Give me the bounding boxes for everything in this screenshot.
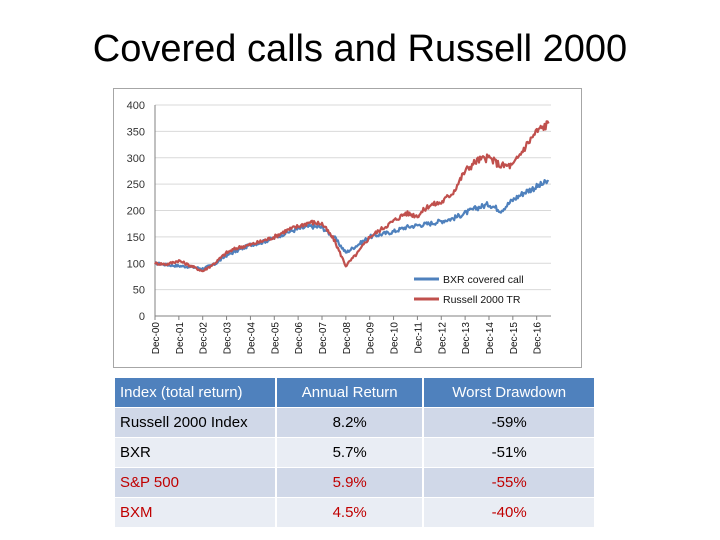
- legend: BXR covered call Russell 2000 TR: [414, 274, 524, 306]
- row-annual-return: 8.2%: [276, 407, 425, 438]
- y-axis-ticks: 0 50 100 150 200 250 300 350 400: [127, 100, 145, 323]
- x-tick-label: Dec-13: [461, 322, 472, 355]
- x-tick-label: Dec-09: [366, 322, 377, 355]
- y-tick-label: 350: [127, 126, 145, 138]
- series-lines: [154, 120, 550, 273]
- series-line-bxr: [154, 178, 550, 271]
- header-annual-return: Annual Return: [276, 378, 425, 408]
- y-tick-label: 50: [133, 285, 145, 297]
- y-tick-label: 250: [127, 179, 145, 191]
- row-index-name: BXM: [115, 497, 277, 527]
- y-tick-label: 400: [127, 100, 145, 112]
- x-tick-label: Dec-03: [223, 322, 234, 355]
- x-tick-label: Dec-00: [151, 322, 162, 355]
- chart-panel: 0 50 100 150 200 250 300 350 400 Dec-00 Dec-01 Dec…: [113, 88, 582, 368]
- x-tick-label: Dec-15: [509, 322, 520, 355]
- x-tick-label: Dec-16: [533, 322, 544, 355]
- x-tick-label: Dec-01: [175, 322, 186, 355]
- row-worst-drawdown: -40%: [423, 497, 594, 527]
- y-tick-label: 0: [139, 311, 145, 323]
- x-tick-label: Dec-08: [342, 322, 353, 355]
- x-tick-label: Dec-04: [246, 322, 257, 355]
- table-row: Russell 2000 Index 8.2% -59%: [115, 407, 594, 438]
- x-axis-ticks: Dec-00 Dec-01 Dec-02 Dec-03 Dec-04 Dec-05 Dec-…: [151, 316, 544, 354]
- x-tick-label: Dec-05: [270, 322, 281, 355]
- table-header-row: Index (total return) Annual Return Worst…: [115, 378, 594, 408]
- legend-label: BXR covered call: [443, 274, 524, 286]
- x-tick-label: Dec-02: [199, 322, 210, 355]
- table-row: S&P 500 5.9% -55%: [115, 467, 594, 498]
- legend-label: Russell 2000 TR: [443, 294, 521, 306]
- row-index-name: BXR: [115, 437, 277, 468]
- table-row: BXM 4.5% -40%: [115, 497, 594, 527]
- y-tick-label: 150: [127, 232, 145, 244]
- x-tick-label: Dec-14: [485, 322, 496, 355]
- x-tick-label: Dec-12: [437, 322, 448, 355]
- row-index-name: S&P 500: [115, 467, 277, 498]
- row-index-name: Russell 2000 Index: [115, 407, 277, 438]
- grid-lines: [154, 104, 551, 317]
- slide-title: Covered calls and Russell 2000: [92, 28, 628, 70]
- series-line-russell-2000: [154, 120, 550, 273]
- header-index: Index (total return): [115, 378, 277, 408]
- row-worst-drawdown: -51%: [423, 437, 594, 468]
- x-tick-label: Dec-10: [390, 322, 401, 355]
- x-tick-label: Dec-06: [294, 322, 305, 355]
- x-tick-label: Dec-07: [318, 322, 329, 355]
- row-worst-drawdown: -55%: [423, 467, 594, 498]
- row-annual-return: 5.7%: [276, 437, 425, 468]
- header-worst-drawdown: Worst Drawdown: [423, 378, 594, 408]
- row-worst-drawdown: -59%: [423, 407, 594, 438]
- returns-table: Index (total return) Annual Return Worst…: [115, 378, 594, 527]
- table-row: BXR 5.7% -51%: [115, 437, 594, 468]
- row-annual-return: 5.9%: [276, 467, 425, 498]
- y-tick-label: 300: [127, 153, 145, 165]
- row-annual-return: 4.5%: [276, 497, 425, 527]
- y-tick-label: 100: [127, 258, 145, 270]
- y-tick-label: 200: [127, 206, 145, 218]
- x-tick-label: Dec-11: [413, 322, 424, 354]
